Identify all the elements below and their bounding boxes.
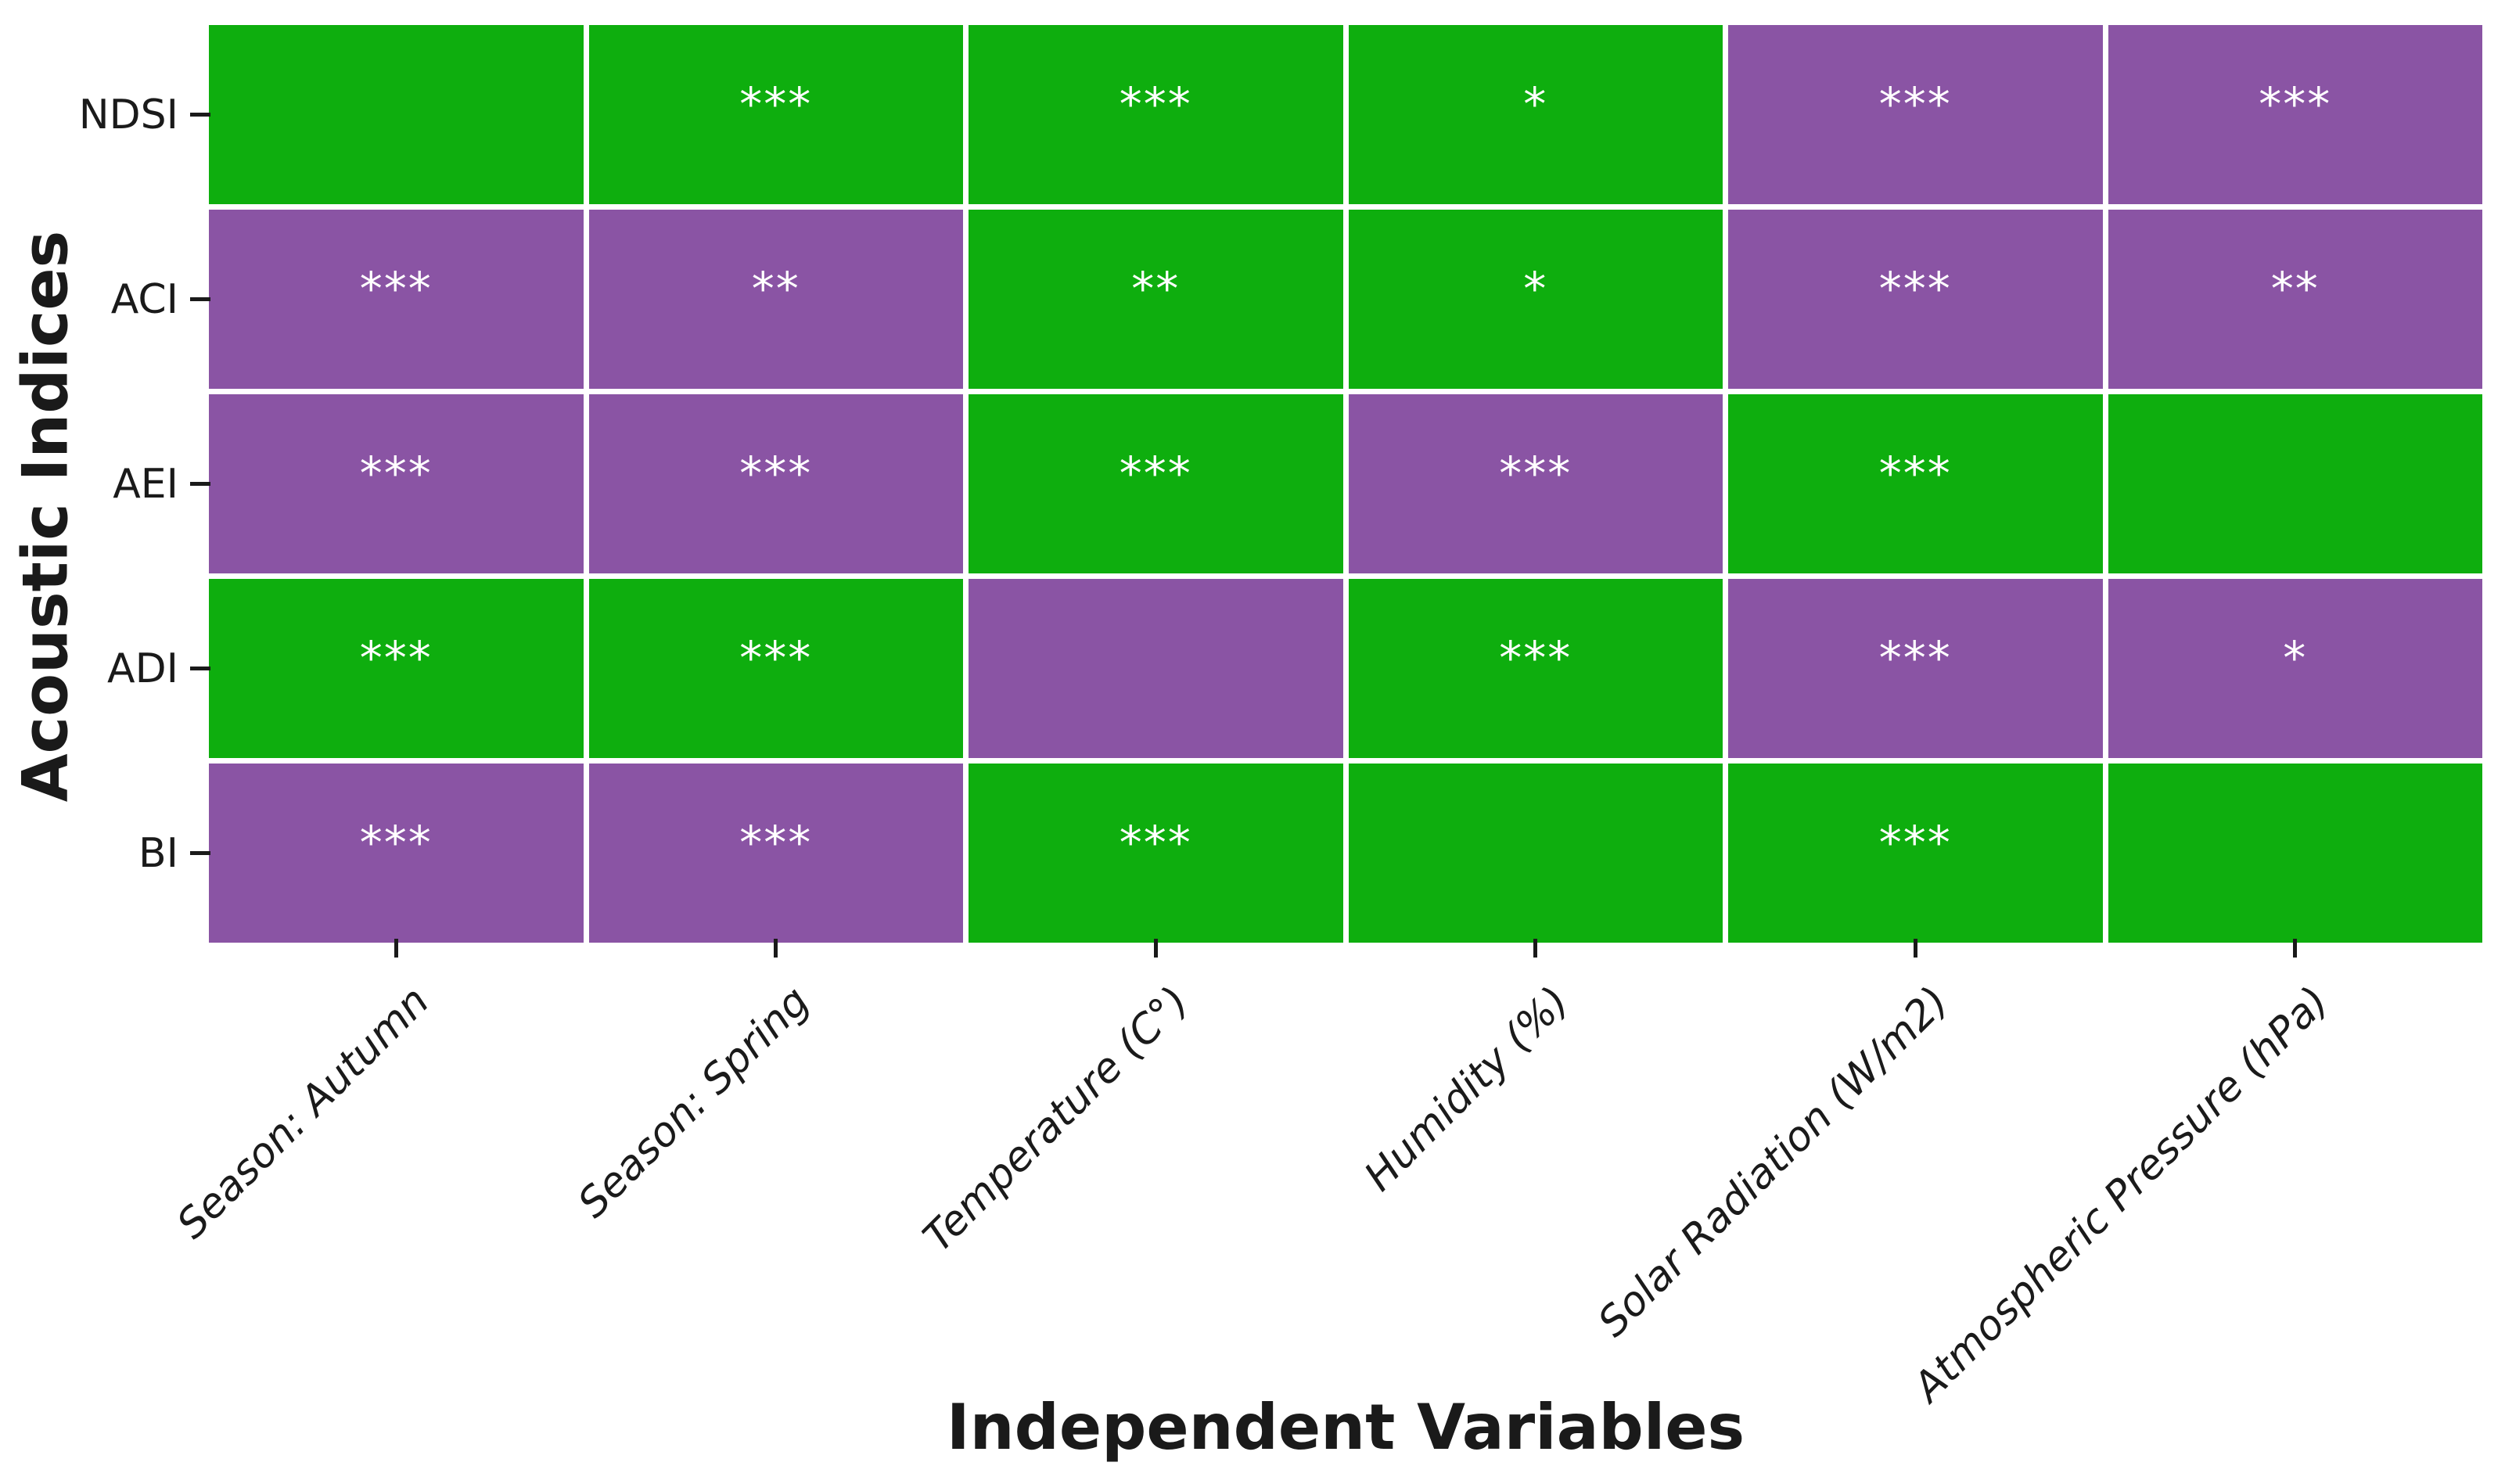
heatmap-cell-NDSI-col2: ***	[969, 25, 1343, 204]
x-tick-label-col5: Atmospheric Pressure (hPa)	[1904, 977, 2338, 1411]
significance-label: ***	[359, 261, 433, 315]
x-tick-mark	[2293, 939, 2298, 958]
heatmap-cell-ACI-col2: **	[969, 210, 1343, 389]
significance-label: ***	[739, 77, 813, 131]
heatmap-cell-AEI-col2: ***	[969, 394, 1343, 573]
heatmap-cell-ACI-col4: ***	[1728, 210, 2103, 389]
heatmap-cell-BI-col2: ***	[969, 764, 1343, 943]
heatmap-cell-AEI-col3: ***	[1348, 394, 1723, 573]
significance-label: ***	[359, 815, 433, 869]
x-tick-mark	[394, 939, 398, 958]
heatmap-cell-ADI-col3: ***	[1348, 579, 1723, 758]
y-tick-mark	[190, 297, 210, 301]
significance-label: ***	[1878, 631, 1952, 685]
y-tick-label-ADI: ADI	[107, 645, 178, 692]
y-tick-mark	[190, 482, 210, 486]
heatmap-cell-ACI-col1: **	[588, 210, 963, 389]
y-tick-label-AEI: AEI	[113, 460, 178, 508]
heatmap-cell-NDSI-col4: ***	[1728, 25, 2103, 204]
heatmap-cell-BI-col0: ***	[209, 764, 584, 943]
y-tick-label-BI: BI	[138, 829, 178, 877]
x-tick-label-col2: Temperature (C°)	[915, 977, 1199, 1262]
heatmap-cell-NDSI-col1: ***	[588, 25, 963, 204]
heatmap-cell-ADI-col0: ***	[209, 579, 584, 758]
significance-label: ***	[359, 631, 433, 685]
significance-label: ***	[1878, 446, 1952, 500]
heatmap-cell-BI-col3	[1348, 764, 1723, 943]
significance-label: ***	[1499, 446, 1572, 500]
heatmap-cell-ACI-col0: ***	[209, 210, 584, 389]
significance-label: *	[2283, 631, 2308, 685]
heatmap-cell-AEI-col4: ***	[1728, 394, 2103, 573]
significance-label: ***	[1119, 446, 1192, 500]
heatmap-cell-AEI-col0: ***	[209, 394, 584, 573]
significance-label: ***	[739, 446, 813, 500]
x-tick-label-col1: Season: Spring	[569, 977, 819, 1227]
heatmap-cell-BI-col4: ***	[1728, 764, 2103, 943]
significance-label: ***	[1119, 77, 1192, 131]
heatmap-cell-AEI-col1: ***	[588, 394, 963, 573]
significance-label: *	[1523, 77, 1548, 131]
significance-label: ***	[359, 446, 433, 500]
significance-label: **	[1131, 261, 1181, 315]
significance-label: **	[751, 261, 800, 315]
heatmap-cell-AEI-col5	[2108, 394, 2482, 573]
significance-label: ***	[1119, 815, 1192, 869]
significance-label: ***	[1878, 77, 1952, 131]
significance-label: **	[2270, 261, 2320, 315]
y-tick-label-NDSI: NDSI	[78, 91, 178, 138]
significance-label: ***	[1499, 631, 1572, 685]
significance-label: ***	[1878, 261, 1952, 315]
y-tick-mark	[190, 667, 210, 670]
significance-label: ***	[2259, 77, 2332, 131]
heatmap-cell-NDSI-col0	[209, 25, 584, 204]
x-tick-mark	[1533, 939, 1538, 958]
heatmap-cell-ADI-col5: *	[2108, 579, 2482, 758]
heatmap-cell-NDSI-col5: ***	[2108, 25, 2482, 204]
x-tick-label-col0: Season: Autumn	[168, 977, 439, 1249]
significance-label: ***	[739, 815, 813, 869]
x-tick-mark	[1153, 939, 1158, 958]
x-tick-mark	[774, 939, 778, 958]
y-tick-mark	[190, 851, 210, 855]
heatmap-cell-ADI-col2	[969, 579, 1343, 758]
heatmap-cell-ADI-col4: ***	[1728, 579, 2103, 758]
heatmap-cell-ACI-col3: *	[1348, 210, 1723, 389]
heatmap-cell-ADI-col1: ***	[588, 579, 963, 758]
heatmap-grid: *** *** * *** *** *** ** ** * *** ** *** *** *** *** **…	[209, 25, 2482, 943]
significance-label: ***	[739, 631, 813, 685]
significance-label: ***	[1878, 815, 1952, 869]
x-axis-title: Independent Variables	[946, 1391, 1745, 1464]
y-tick-label-ACI: ACI	[110, 275, 178, 323]
heatmap-cell-BI-col5	[2108, 764, 2482, 943]
heatmap-cell-ACI-col5: **	[2108, 210, 2482, 389]
heatmap-cell-BI-col1: ***	[588, 764, 963, 943]
x-tick-mark	[1913, 939, 1917, 958]
significance-label: *	[1523, 261, 1548, 315]
y-tick-mark	[190, 113, 210, 117]
x-tick-label-col3: Humidity (%)	[1355, 977, 1579, 1201]
heatmap-cell-NDSI-col3: *	[1348, 25, 1723, 204]
x-tick-label-col4: Solar Radiation (W/m2)	[1589, 977, 1958, 1346]
